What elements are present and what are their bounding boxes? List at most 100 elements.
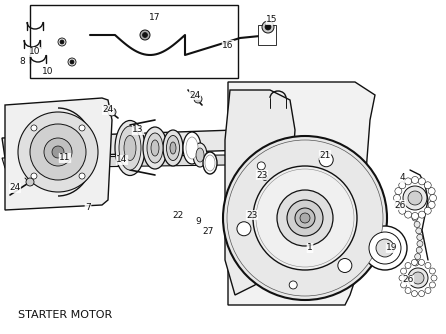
Circle shape xyxy=(319,153,333,167)
Circle shape xyxy=(287,200,323,236)
Circle shape xyxy=(418,211,425,218)
Circle shape xyxy=(425,288,431,294)
Circle shape xyxy=(411,260,417,266)
Circle shape xyxy=(414,221,420,227)
Text: 19: 19 xyxy=(386,243,398,253)
Text: 17: 17 xyxy=(149,13,161,22)
Text: 4: 4 xyxy=(399,173,405,182)
Circle shape xyxy=(256,169,354,267)
Circle shape xyxy=(412,272,424,284)
Circle shape xyxy=(376,239,394,257)
Circle shape xyxy=(428,188,435,195)
Text: 21: 21 xyxy=(319,151,330,160)
Circle shape xyxy=(405,263,411,269)
Circle shape xyxy=(253,166,357,270)
Circle shape xyxy=(399,207,406,214)
Circle shape xyxy=(401,282,407,288)
Circle shape xyxy=(31,173,37,179)
Circle shape xyxy=(265,24,271,30)
Circle shape xyxy=(44,138,72,166)
Circle shape xyxy=(295,208,315,228)
Circle shape xyxy=(223,136,387,300)
Polygon shape xyxy=(2,130,245,158)
Text: 7: 7 xyxy=(85,203,91,212)
Circle shape xyxy=(18,112,98,192)
Circle shape xyxy=(417,241,423,247)
Circle shape xyxy=(418,178,425,185)
Polygon shape xyxy=(5,98,112,210)
Circle shape xyxy=(79,125,85,131)
Text: 10: 10 xyxy=(42,67,54,76)
Circle shape xyxy=(108,108,116,116)
Circle shape xyxy=(417,234,423,240)
Circle shape xyxy=(416,247,422,253)
Ellipse shape xyxy=(183,132,201,164)
Text: 8: 8 xyxy=(19,57,25,66)
Ellipse shape xyxy=(170,142,176,154)
Circle shape xyxy=(363,226,407,270)
Text: 23: 23 xyxy=(246,210,258,219)
Text: STARTER MOTOR: STARTER MOTOR xyxy=(18,310,112,320)
Circle shape xyxy=(263,175,268,180)
Circle shape xyxy=(338,259,352,273)
Circle shape xyxy=(257,162,265,170)
Ellipse shape xyxy=(205,155,215,171)
Circle shape xyxy=(429,282,435,288)
Polygon shape xyxy=(225,90,295,295)
Circle shape xyxy=(143,32,148,37)
Circle shape xyxy=(419,291,425,297)
Circle shape xyxy=(405,178,412,185)
Ellipse shape xyxy=(143,127,167,169)
Circle shape xyxy=(424,207,431,214)
Circle shape xyxy=(237,222,251,236)
Circle shape xyxy=(431,275,437,281)
Circle shape xyxy=(412,291,417,297)
Circle shape xyxy=(249,212,255,217)
Circle shape xyxy=(369,232,401,264)
Circle shape xyxy=(68,58,76,66)
Circle shape xyxy=(393,194,401,201)
Text: 14: 14 xyxy=(116,156,128,165)
Circle shape xyxy=(405,211,412,218)
Text: 22: 22 xyxy=(172,210,184,219)
Text: 27: 27 xyxy=(202,227,214,236)
Circle shape xyxy=(399,182,406,189)
Circle shape xyxy=(395,201,402,208)
Text: 24: 24 xyxy=(9,183,21,192)
Circle shape xyxy=(401,268,407,274)
Circle shape xyxy=(30,124,86,180)
Text: 26: 26 xyxy=(402,276,414,285)
Ellipse shape xyxy=(203,152,217,174)
Text: 24: 24 xyxy=(103,106,114,115)
Bar xyxy=(258,25,276,45)
Circle shape xyxy=(289,281,297,289)
Circle shape xyxy=(247,210,257,220)
Text: 15: 15 xyxy=(266,15,278,24)
Text: 10: 10 xyxy=(29,47,41,56)
Circle shape xyxy=(408,268,428,288)
Circle shape xyxy=(429,194,437,201)
Circle shape xyxy=(52,146,64,158)
Ellipse shape xyxy=(166,136,179,161)
Circle shape xyxy=(403,186,427,210)
Text: 16: 16 xyxy=(222,40,234,49)
Circle shape xyxy=(399,275,405,281)
Circle shape xyxy=(60,40,64,44)
Text: 13: 13 xyxy=(132,126,144,135)
Circle shape xyxy=(260,173,270,183)
Circle shape xyxy=(429,268,435,274)
Circle shape xyxy=(424,182,431,189)
Text: 11: 11 xyxy=(59,154,71,163)
Ellipse shape xyxy=(186,137,198,159)
Circle shape xyxy=(425,263,431,269)
Circle shape xyxy=(26,178,34,186)
Circle shape xyxy=(140,30,150,40)
Circle shape xyxy=(262,21,274,33)
Ellipse shape xyxy=(151,140,159,156)
Text: 9: 9 xyxy=(195,217,201,226)
Circle shape xyxy=(428,201,435,208)
Circle shape xyxy=(408,191,422,205)
Circle shape xyxy=(415,254,421,260)
Circle shape xyxy=(412,212,418,219)
Polygon shape xyxy=(2,155,228,168)
